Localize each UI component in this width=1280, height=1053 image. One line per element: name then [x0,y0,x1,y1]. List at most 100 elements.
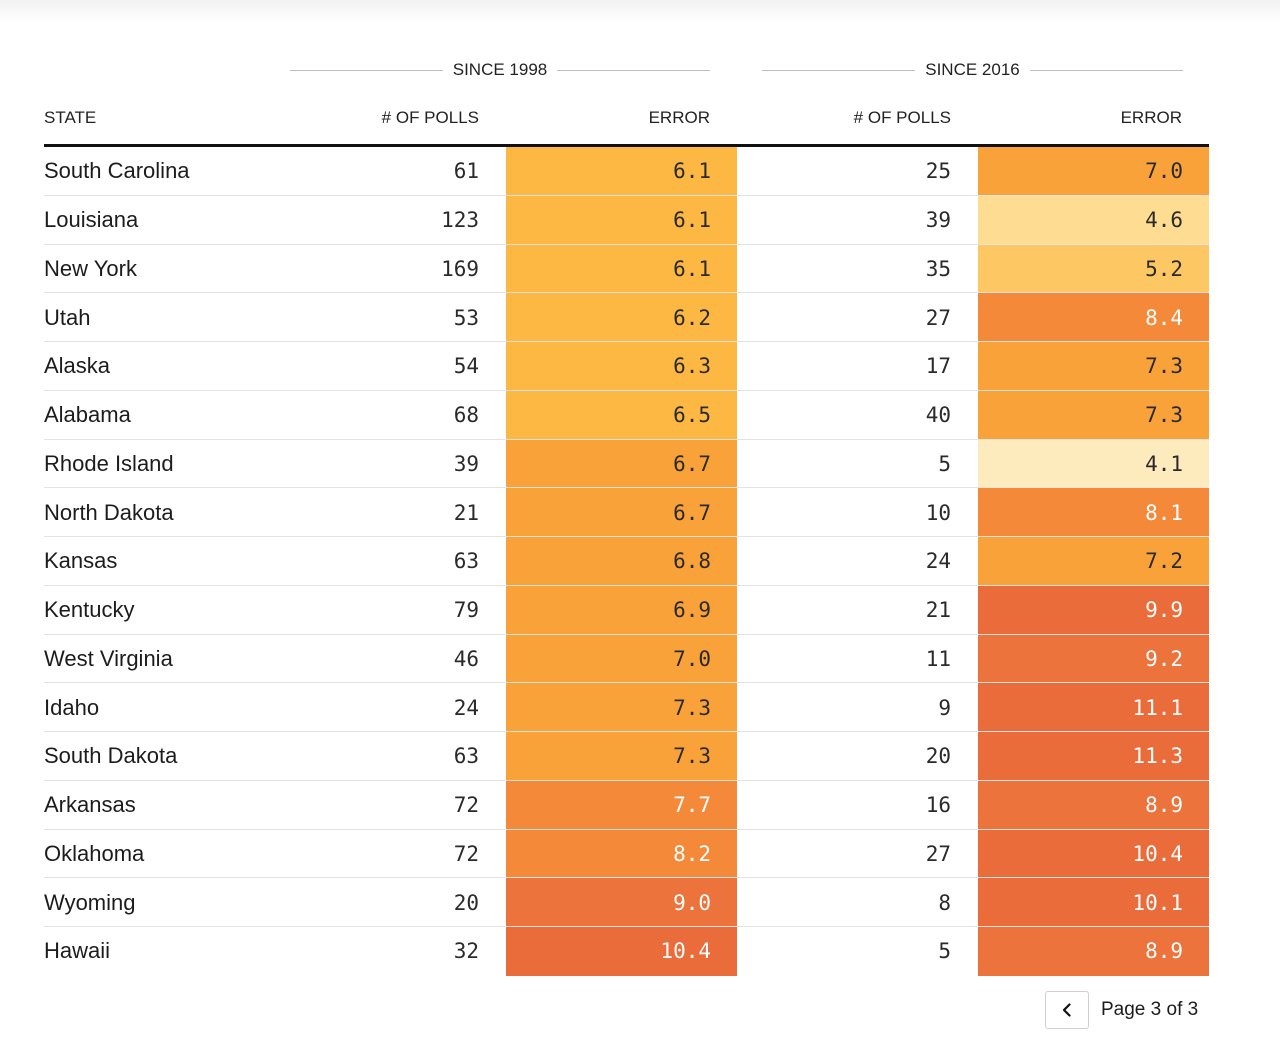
error-cell-2016: 10.4 [978,829,1209,879]
column-header-polls-1998: # OF POLLS [381,108,479,127]
group-title-2016: SINCE 2016 [925,60,1020,79]
row-divider [44,877,1209,879]
table-row: West Virginia 46 7.0 11 9.2 [0,634,1280,684]
error-cell-1998: 6.3 [506,342,737,391]
column-header-error-2016: ERROR [1120,108,1182,127]
row-divider [44,536,1209,537]
table-body: South Carolina 61 6.1 25 7.0 Louisiana 123 6.1 3… [0,147,1280,976]
table-row: Alabama 68 6.5 40 7.3 [0,390,1280,440]
table-row: Kentucky 79 6.9 21 9.9 [0,585,1280,635]
table-row: New York 169 6.1 35 5.2 [0,244,1280,294]
row-divider [44,828,1209,830]
polls-count-1998: 20 [453,890,479,915]
state-name: Oklahoma [44,840,145,866]
row-divider [44,731,1209,732]
state-name: Wyoming [44,889,136,915]
error-cell-1998: 10.4 [506,927,737,976]
state-name: West Virginia [44,645,173,671]
group-title-1998: SINCE 1998 [452,60,548,79]
polls-count-2016: 27 [925,841,951,866]
error-cell-1998: 6.7 [506,488,737,537]
table-row: Hawaii 32 10.4 5 8.9 [0,927,1280,976]
polls-count-1998: 39 [453,451,479,476]
table-row: Rhode Island 39 6.7 5 4.1 [0,439,1280,489]
polls-count-1998: 63 [453,744,479,769]
error-cell-2016: 9.2 [978,634,1209,684]
error-cell-2016: 8.4 [978,293,1209,342]
polls-count-1998: 68 [453,403,479,428]
polls-count-2016: 9 [938,695,951,720]
polls-count-2016: 40 [925,403,951,428]
column-header-state: STATE [44,108,97,127]
table-row: North Dakota 21 6.7 10 8.1 [0,488,1280,537]
state-name: Alabama [44,402,131,428]
table-row: South Dakota 63 7.3 20 11.3 [0,732,1280,781]
error-cell-1998: 7.3 [506,683,737,732]
top-shade [0,0,1280,22]
row-divider [44,341,1209,342]
error-cell-2016: 8.9 [978,780,1209,830]
state-name: North Dakota [44,499,174,525]
error-cell-2016: 9.9 [978,585,1209,635]
polls-count-2016: 16 [925,793,951,818]
table-row: South Carolina 61 6.1 25 7.0 [0,147,1280,196]
error-cell-2016: 7.3 [978,390,1209,440]
row-divider [44,779,1209,781]
state-name: Idaho [44,694,100,720]
table-row: Kansas 63 6.8 24 7.2 [0,537,1280,586]
state-name: Kansas [44,548,118,574]
table-row: Wyoming 20 9.0 8 10.1 [0,878,1280,927]
polls-count-2016: 27 [925,305,951,330]
table-row: Idaho 24 7.3 9 11.1 [0,683,1280,732]
error-cell-1998: 7.3 [506,732,737,781]
row-divider [44,682,1209,684]
polls-count-2016: 39 [925,208,951,233]
error-cell-1998: 6.1 [506,244,737,294]
polls-count-1998: 72 [453,793,479,818]
table-row: Arkansas 72 7.7 16 8.9 [0,780,1280,830]
error-cell-1998: 7.0 [506,634,737,684]
error-cell-2016: 8.9 [978,927,1209,976]
state-name: South Dakota [44,743,178,769]
polls-count-2016: 21 [925,598,951,623]
polls-count-1998: 79 [453,598,479,623]
polls-count-2016: 5 [938,451,951,476]
table-row: Alaska 54 6.3 17 7.3 [0,342,1280,391]
polls-count-2016: 11 [925,646,951,671]
group-rule-right [1029,69,1183,71]
error-cell-2016: 4.6 [978,195,1209,245]
error-cell-2016: 10.1 [978,878,1209,927]
polls-count-1998: 46 [453,646,479,671]
state-name: Arkansas [44,792,136,818]
state-name: Rhode Island [44,450,174,476]
error-cell-2016: 11.1 [978,683,1209,732]
polls-count-2016: 24 [925,549,951,574]
polls-count-2016: 8 [938,890,951,915]
group-header-since-1998: SINCE 1998 [290,58,710,82]
page-indicator: Page 3 of 3 [1101,999,1199,1020]
error-cell-1998: 6.9 [506,585,737,635]
state-name: South Carolina [44,158,190,184]
group-rule-left [290,69,443,71]
pagination: Page 3 of 3 [1045,990,1198,1030]
polls-count-1998: 53 [453,305,479,330]
error-cell-1998: 6.1 [506,195,737,245]
error-cell-1998: 6.8 [506,537,737,586]
error-cell-1998: 6.7 [506,439,737,489]
polls-count-1998: 61 [453,159,479,184]
polls-count-1998: 21 [453,500,479,525]
row-divider [44,926,1209,927]
row-divider [44,243,1209,245]
row-divider [44,292,1209,294]
polls-count-2016: 17 [925,354,951,379]
chevron-left-icon [1062,1003,1071,1017]
state-name: Hawaii [44,938,111,964]
group-header-since-2016: SINCE 2016 [762,58,1183,82]
row-divider [44,438,1209,440]
previous-page-button[interactable] [1045,991,1089,1029]
state-name: New York [44,255,137,281]
state-name: Kentucky [44,597,135,623]
error-cell-1998: 8.2 [506,829,737,879]
polls-count-1998: 32 [453,939,479,964]
group-rule-right [557,69,710,71]
